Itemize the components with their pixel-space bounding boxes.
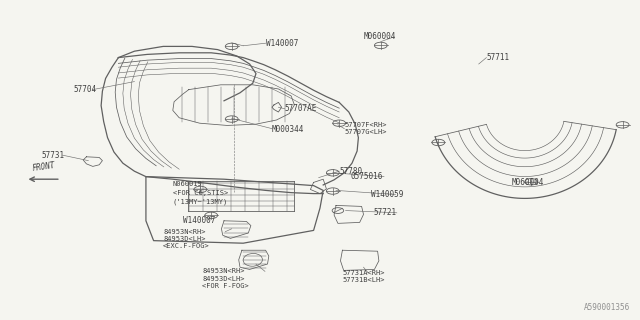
Text: ('13MY~'13MY): ('13MY~'13MY) (173, 198, 228, 204)
Text: 0575016: 0575016 (351, 172, 383, 181)
Text: 57721: 57721 (373, 208, 396, 217)
Text: 57780: 57780 (339, 167, 362, 176)
Text: 57707G<LH>: 57707G<LH> (344, 129, 387, 135)
Text: 84953N<RH>: 84953N<RH> (202, 268, 244, 274)
Text: <EXC.F-FOG>: <EXC.F-FOG> (163, 244, 210, 249)
Text: 57731: 57731 (42, 151, 65, 160)
Text: M060004: M060004 (364, 32, 396, 41)
Text: FRONT: FRONT (31, 161, 56, 173)
Text: A590001356: A590001356 (584, 303, 630, 312)
Text: 84953D<LH>: 84953D<LH> (163, 236, 205, 242)
Text: 57731B<LH>: 57731B<LH> (342, 277, 385, 283)
Text: 84953N<RH>: 84953N<RH> (163, 229, 205, 235)
Text: M060004: M060004 (512, 178, 545, 187)
Text: 57704: 57704 (74, 85, 97, 94)
Text: <FOR C6,STIS>: <FOR C6,STIS> (173, 190, 228, 196)
Text: 57707F<RH>: 57707F<RH> (344, 122, 387, 128)
Text: 57731A<RH>: 57731A<RH> (342, 270, 385, 276)
Text: W140007: W140007 (266, 39, 298, 48)
Text: N060019: N060019 (173, 181, 202, 187)
Text: 84953D<LH>: 84953D<LH> (202, 276, 244, 282)
Text: 57711: 57711 (486, 53, 509, 62)
Text: W140007: W140007 (183, 216, 216, 225)
Text: W140059: W140059 (371, 190, 404, 199)
Text: <FOR F-FOG>: <FOR F-FOG> (202, 283, 249, 289)
Text: M000344: M000344 (272, 125, 305, 134)
Text: 57707AE: 57707AE (285, 104, 317, 113)
